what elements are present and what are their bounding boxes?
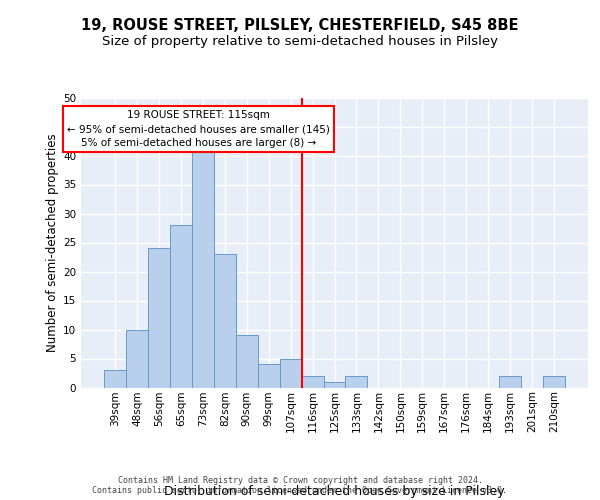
Bar [214,254,236,388]
Bar [257,364,280,388]
Bar [280,358,302,388]
Bar [148,248,170,388]
Bar [104,370,126,388]
Bar [192,150,214,388]
Text: Size of property relative to semi-detached houses in Pilsley: Size of property relative to semi-detach… [102,35,498,48]
Bar [543,376,565,388]
X-axis label: Distribution of semi-detached houses by size in Pilsley: Distribution of semi-detached houses by … [164,485,505,498]
Y-axis label: Number of semi-detached properties: Number of semi-detached properties [46,133,59,352]
Bar [126,330,148,388]
Bar [499,376,521,388]
Bar [346,376,367,388]
Text: 19, ROUSE STREET, PILSLEY, CHESTERFIELD, S45 8BE: 19, ROUSE STREET, PILSLEY, CHESTERFIELD,… [81,18,519,32]
Text: Contains HM Land Registry data © Crown copyright and database right 2024.
Contai: Contains HM Land Registry data © Crown c… [92,476,508,495]
Bar [236,336,257,388]
Bar [170,225,192,388]
Bar [302,376,323,388]
Text: 19 ROUSE STREET: 115sqm
← 95% of semi-detached houses are smaller (145)
5% of se: 19 ROUSE STREET: 115sqm ← 95% of semi-de… [67,110,330,148]
Bar [323,382,346,388]
